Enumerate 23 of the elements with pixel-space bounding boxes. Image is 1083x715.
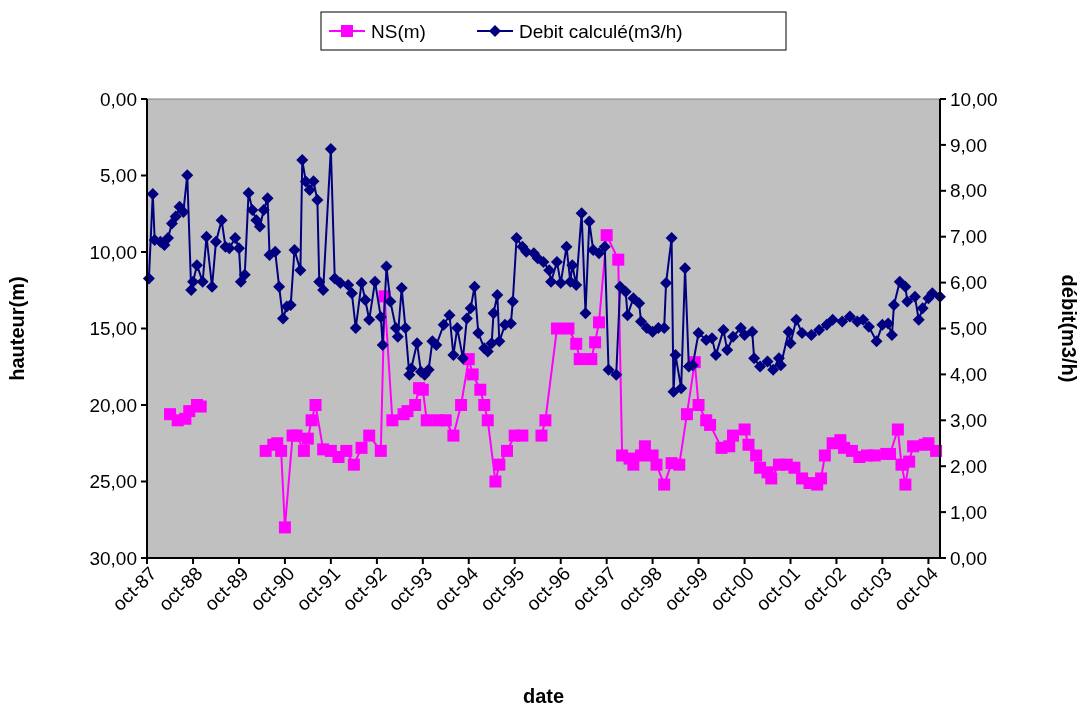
y2-tick-label: 10,00 bbox=[950, 88, 998, 110]
y-tick-label: 20,00 bbox=[89, 394, 137, 416]
y2-tick-label: 1,00 bbox=[950, 501, 987, 523]
y2-axis-title: débit(m3/h) bbox=[1058, 274, 1080, 383]
y2-tick-label: 0,00 bbox=[950, 547, 987, 569]
y-tick-label: 25,00 bbox=[89, 471, 137, 493]
y-tick-label: 5,00 bbox=[100, 165, 137, 187]
y2-tick-label: 3,00 bbox=[950, 409, 987, 431]
y-tick-label: 30,00 bbox=[89, 547, 137, 569]
y2-tick-label: 7,00 bbox=[950, 226, 987, 248]
y-tick-label: 0,00 bbox=[100, 88, 137, 110]
y-axis-title: hauteur(m) bbox=[6, 276, 28, 381]
y2-tick-label: 2,00 bbox=[950, 455, 987, 477]
y-tick-label: 10,00 bbox=[89, 241, 137, 263]
y2-tick-label: 4,00 bbox=[950, 364, 987, 386]
legend-label: Debit calculé(m3/h) bbox=[519, 20, 683, 42]
x-axis-title: date bbox=[522, 685, 565, 707]
y-tick-label: 15,00 bbox=[89, 318, 137, 340]
y2-tick-label: 9,00 bbox=[950, 134, 987, 156]
y2-tick-label: 8,00 bbox=[950, 180, 987, 202]
y2-tick-label: 6,00 bbox=[950, 272, 987, 294]
legend-label: NS(m) bbox=[371, 20, 426, 42]
y2-tick-label: 5,00 bbox=[950, 318, 987, 340]
